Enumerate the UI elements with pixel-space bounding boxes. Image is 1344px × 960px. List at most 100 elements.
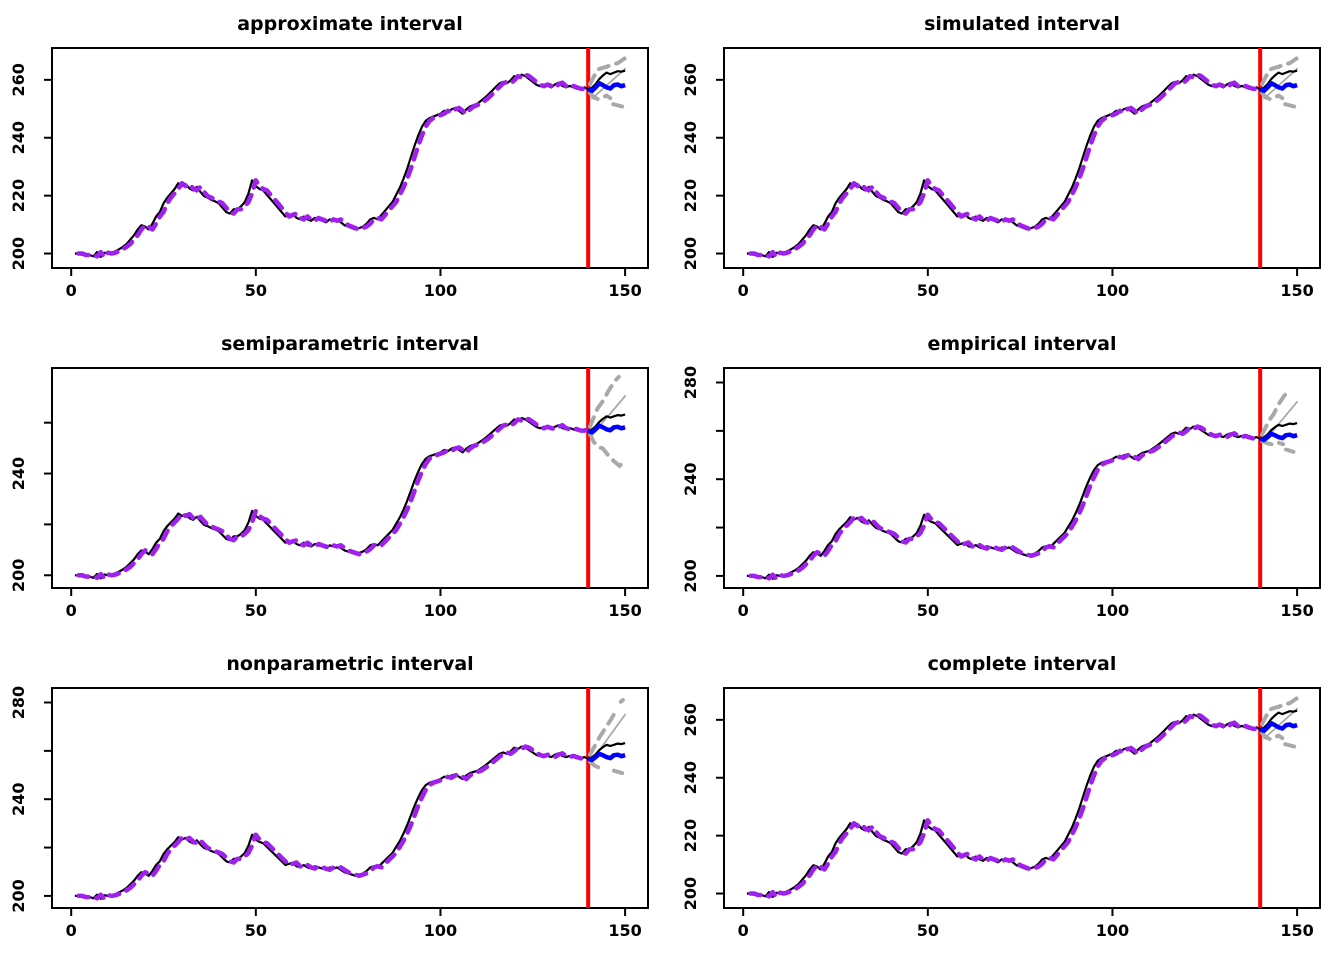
plot-box: [723, 47, 1321, 269]
chart-empirical-interval: empirical interval 0 50 100 150 200 240 280: [681, 333, 1321, 620]
interval-bound-line: [1260, 90, 1285, 102]
forecast-mean-line: [1259, 721, 1298, 734]
chart-title: nonparametric interval: [226, 653, 473, 675]
actual-series-line: [746, 69, 1298, 259]
chart-complete-interval: complete interval 0 50 100 150 200 220 240 260: [681, 653, 1321, 940]
actual-series-line: [746, 709, 1298, 899]
panel-nonparametric-interval: nonparametric interval 0 50 100 150 200 240 28…: [0, 640, 672, 960]
y-tick-label: 260: [681, 63, 700, 96]
interval-bound-line: [1260, 389, 1291, 437]
interval-bound-line: [1263, 707, 1298, 740]
panel-empirical-interval: empirical interval 0 50 100 150 200 240 280: [672, 320, 1344, 640]
interval-bound-line: [612, 768, 625, 776]
interval-bound-line: [588, 374, 621, 429]
chart-title: approximate interval: [237, 13, 463, 35]
fitted-series-line: [76, 72, 591, 260]
interval-bound-line: [591, 67, 626, 100]
fitted-series-line: [76, 415, 591, 581]
interval-bound-line: [1263, 67, 1298, 100]
panel-approximate-interval: approximate interval 0 50 100 150 200 220 240 2…: [0, 0, 672, 320]
x-tick-label: 0: [66, 601, 77, 620]
x-tick-label: 150: [1280, 281, 1313, 300]
x-tick-label: 100: [1096, 281, 1129, 300]
actual-series-line: [746, 422, 1298, 580]
fitted-series-line: [76, 744, 591, 902]
y-tick-label: 200: [681, 559, 700, 592]
forecast-mean-line: [587, 751, 626, 763]
x-tick-label: 100: [424, 601, 457, 620]
plot-area: 0 50 100 150 200 240: [9, 367, 649, 620]
chart-title: simulated interval: [924, 13, 1120, 35]
y-tick-label: 260: [681, 703, 700, 736]
y-tick-label: 220: [681, 179, 700, 212]
interval-bound-line: [588, 56, 628, 87]
y-tick-label: 220: [681, 819, 700, 852]
interval-bound-line: [588, 432, 628, 469]
x-tick-label: 150: [608, 601, 641, 620]
y-tick-label: 280: [9, 686, 28, 719]
fitted-series-line: [748, 72, 1263, 260]
y-tick-label: 280: [681, 366, 700, 399]
y-tick-label: 200: [9, 559, 28, 592]
y-tick-label: 240: [9, 457, 28, 490]
panel-simulated-interval: simulated interval 0 50 100 150 200 220 240 260: [672, 0, 1344, 320]
y-tick-label: 240: [9, 121, 28, 154]
interval-bound-line: [1260, 56, 1300, 87]
plot-box: [51, 367, 649, 589]
panel-complete-interval: complete interval 0 50 100 150 200 220 240 260: [672, 640, 1344, 960]
y-tick-label: 200: [681, 237, 700, 270]
y-tick-label: 240: [9, 782, 28, 815]
plot-area: 0 50 100 150 200 220 240 260: [681, 47, 1321, 300]
x-tick-label: 100: [424, 281, 457, 300]
x-tick-label: 150: [1280, 921, 1313, 940]
interval-bound-line: [1283, 742, 1297, 749]
plot-box: [723, 687, 1321, 909]
y-tick-label: 240: [681, 761, 700, 794]
plot-area: 0 50 100 150 200 220 240 260: [681, 687, 1321, 940]
interval-bound-line: [588, 759, 608, 770]
forecast-mean-line: [1259, 81, 1298, 94]
y-tick-label: 200: [9, 879, 28, 912]
forecast-mean-line: [1259, 431, 1298, 443]
chart-title: complete interval: [928, 653, 1117, 675]
plot-box: [51, 687, 649, 909]
x-tick-label: 50: [245, 281, 267, 300]
panel-semiparametric-interval: semiparametric interval 0 50 100 150 200 240: [0, 320, 672, 640]
forecast-mean-line: [587, 81, 626, 94]
x-tick-label: 0: [66, 921, 77, 940]
x-tick-label: 0: [66, 281, 77, 300]
interval-bound-line: [1284, 447, 1296, 454]
x-tick-label: 100: [424, 921, 457, 940]
interval-bound-line: [1283, 102, 1297, 109]
x-tick-label: 150: [608, 921, 641, 940]
fitted-series-line: [748, 712, 1263, 900]
y-tick-label: 220: [9, 179, 28, 212]
x-tick-label: 50: [917, 281, 939, 300]
actual-series-line: [74, 413, 626, 580]
y-tick-label: 240: [681, 462, 700, 495]
actual-series-line: [74, 69, 626, 259]
actual-series-line: [74, 742, 626, 900]
plot-area: 0 50 100 150 200 240 280: [681, 366, 1321, 620]
plot-box: [51, 47, 649, 269]
chart-simulated-interval: simulated interval 0 50 100 150 200 220 240 260: [681, 13, 1321, 300]
x-tick-label: 50: [917, 601, 939, 620]
plot-area: 0 50 100 150 200 220 240 260: [9, 47, 649, 300]
interval-bound-line: [1260, 696, 1300, 727]
x-tick-label: 0: [738, 601, 749, 620]
plot-area: 0 50 100 150 200 240 280: [9, 686, 649, 940]
y-tick-label: 260: [9, 63, 28, 96]
plot-box: [723, 367, 1321, 589]
chart-nonparametric-interval: nonparametric interval 0 50 100 150 200 240 28…: [9, 653, 649, 940]
interval-bound-line: [588, 709, 618, 757]
x-tick-label: 100: [1096, 601, 1129, 620]
interval-bound-line: [1260, 439, 1286, 447]
chart-title: semiparametric interval: [221, 333, 479, 355]
chart-semiparametric-interval: semiparametric interval 0 50 100 150 200 240: [9, 333, 649, 620]
chart-approximate-interval: approximate interval 0 50 100 150 200 220 240 2…: [9, 13, 649, 300]
y-tick-label: 240: [681, 121, 700, 154]
y-tick-label: 200: [9, 237, 28, 270]
x-tick-label: 50: [917, 921, 939, 940]
interval-bound-line: [611, 102, 625, 109]
